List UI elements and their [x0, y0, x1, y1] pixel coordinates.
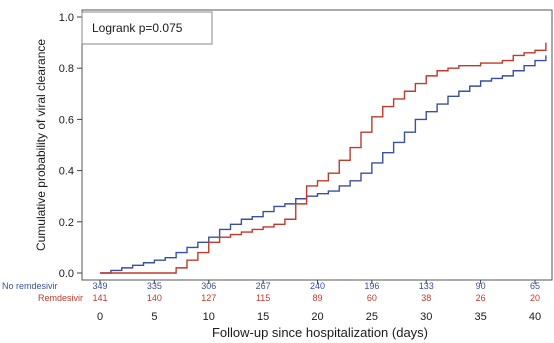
x-tick-label: 10: [203, 311, 215, 323]
risk-row-label: Remdesivir: [38, 293, 83, 303]
risk-count: 127: [201, 293, 216, 303]
risk-table: No remdesivir 349 335 306 267 240 196 133 90 65 Re…: [2, 281, 540, 303]
risk-count: 60: [367, 293, 377, 303]
risk-count: 349: [92, 281, 107, 291]
risk-count: 306: [201, 281, 216, 291]
y-tick-label: 0.8: [59, 63, 74, 75]
risk-count: 90: [476, 281, 486, 291]
risk-count: 133: [419, 281, 434, 291]
x-tick-label: 30: [420, 311, 432, 323]
x-tick-label: 5: [151, 311, 157, 323]
y-tick-label: 0.2: [59, 217, 74, 229]
risk-count: 26: [476, 293, 486, 303]
x-tick-label: 35: [475, 311, 487, 323]
x-axis: 0 5 10 15 20 25 30 35 40: [97, 280, 541, 323]
risk-count: 65: [530, 281, 540, 291]
risk-count: 38: [421, 293, 431, 303]
risk-count: 196: [364, 281, 379, 291]
x-tick-label: 0: [97, 311, 103, 323]
plot-frame: [81, 9, 553, 281]
x-tick-label: 40: [529, 311, 541, 323]
y-tick-label: 0.0: [59, 268, 74, 280]
risk-row-label: No remdesivir: [2, 281, 58, 291]
series-line-no-remdesivir: [100, 55, 547, 274]
series-group: [100, 42, 547, 274]
x-tick-label: 15: [257, 311, 269, 323]
risk-count: 141: [92, 293, 107, 303]
logrank-annotation: Logrank p=0.075: [92, 21, 183, 35]
risk-count: 89: [312, 293, 322, 303]
y-tick-label: 1.0: [59, 12, 74, 24]
risk-count: 140: [147, 293, 162, 303]
y-axis: 0.0 0.2 0.4 0.6 0.8 1.0: [59, 12, 82, 280]
risk-count: 335: [147, 281, 162, 291]
risk-count: 267: [256, 281, 271, 291]
y-axis-label: Cumulative probability of viral clearanc…: [34, 39, 48, 251]
x-tick-label: 25: [366, 311, 378, 323]
risk-count: 240: [310, 281, 325, 291]
y-tick-label: 0.6: [59, 114, 74, 126]
risk-count: 115: [256, 293, 270, 303]
x-axis-label: Follow-up since hospitalization (days): [212, 325, 428, 340]
x-tick-label: 20: [311, 311, 323, 323]
y-tick-label: 0.4: [59, 166, 74, 178]
legend-box: [81, 11, 213, 45]
risk-count: 20: [530, 293, 540, 303]
series-line-remdesivir: [100, 42, 547, 274]
